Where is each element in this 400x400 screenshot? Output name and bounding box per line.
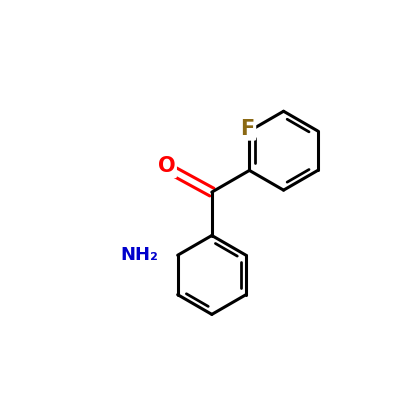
Text: O: O xyxy=(158,156,175,176)
Text: NH₂: NH₂ xyxy=(120,246,158,264)
Text: F: F xyxy=(240,119,254,139)
